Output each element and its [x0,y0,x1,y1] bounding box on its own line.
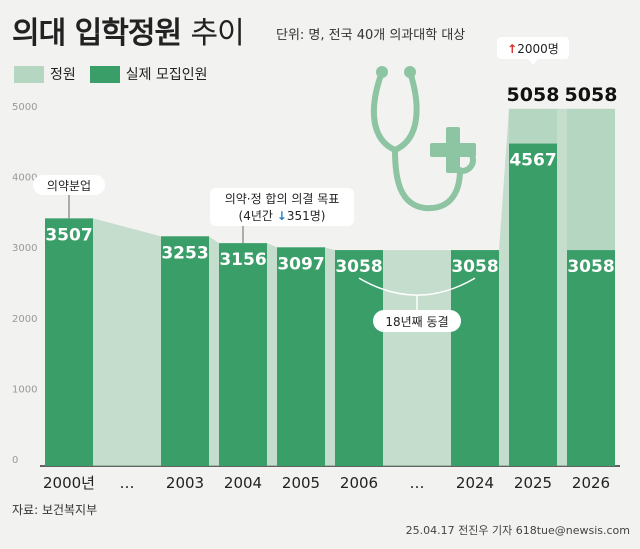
x-tick-label: 2024 [456,474,494,492]
actual-data-label: 3058 [451,257,498,277]
actual-data-label: 3156 [219,250,266,270]
actual-bar [335,250,383,466]
actual-bar [45,218,93,466]
legend-swatch-actual [89,65,120,83]
actual-data-label: 3058 [567,257,614,277]
increase-bubble [497,37,569,59]
legend: 정원 실제 모집인원 [14,64,222,84]
increase-pointer [528,59,538,65]
actual-bar [509,143,557,466]
annotation-increase: ↑2000명 [507,42,559,56]
actual-bar [277,247,325,466]
actual-bar [567,250,615,466]
freeze-arc [358,277,476,296]
annotation-first: 의약분업 [47,178,91,193]
quota-data-label: 5058 [507,84,560,106]
actual-data-label: 3058 [335,257,382,277]
x-tick-label: 2004 [224,474,262,492]
x-tick-label: 2006 [340,474,378,492]
actual-data-label: 3507 [45,225,92,245]
y-tick-label: 4000 [12,173,37,184]
x-tick-label: … [120,474,135,492]
annotation-box [210,188,354,226]
x-tick-label: 2005 [282,474,320,492]
legend-item-quota: 정원 [14,64,76,84]
page-title: 의대 입학정원 추이 [12,16,245,51]
freeze-bubble [373,310,461,332]
credit-label: 25.04.17 전진우 기자 618tue@newsis.com [405,524,630,537]
y-tick-label: 1000 [12,384,37,395]
medical-cross-icon [430,127,476,173]
actual-bar [451,250,499,466]
legend-item-actual: 실제 모집인원 [89,64,208,84]
x-tick-label: 2026 [572,474,610,492]
y-tick-label: 5000 [12,102,37,113]
annotation-agreement: 의약·정 합의 의결 목표 [225,191,340,206]
annotation-bubble [33,175,105,195]
annotation-freeze: 18년째 동결 [385,315,448,329]
actual-data-label: 3097 [277,254,324,274]
actual-bar [161,236,209,466]
y-tick-label: 2000 [12,314,37,325]
x-tick-label: … [410,474,425,492]
actual-data-label: 3253 [161,243,208,263]
x-tick-label: 2025 [514,474,552,492]
x-tick-label: 2003 [166,474,204,492]
x-tick-label: 2000년 [43,474,95,492]
quota-data-label: 5058 [565,84,618,106]
y-tick-label: 3000 [12,243,37,254]
actual-data-label: 4567 [509,151,556,171]
source-label: 자료: 보건복지부 [12,503,98,517]
unit-label: 단위: 명, 전국 40개 의과대학 대상 [276,28,466,43]
y-tick-label: 0 [12,455,18,466]
actual-bar [219,243,267,466]
legend-swatch-quota [14,65,44,83]
annotation-agreement-detail: (4년간 ↓351명) [239,209,326,223]
